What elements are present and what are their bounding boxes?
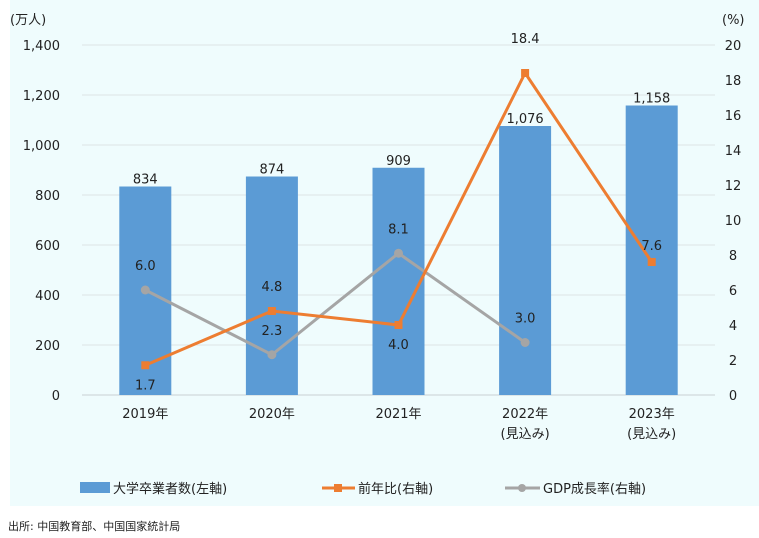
legend-marker-gdp [518,484,526,492]
right-tick-label: 2 [729,354,737,369]
bar [499,126,552,395]
bar-data-label: 909 [386,154,411,169]
legend-swatch-graduates [80,482,110,493]
right-tick-label: 14 [725,144,742,159]
left-tick-label: 1,200 [23,89,60,104]
yoy-data-label: 4.0 [388,338,409,353]
yoy-data-label: 1.7 [135,378,156,393]
gdp-data-label: 6.0 [135,259,156,274]
legend-marker-yoy [334,484,342,492]
yoy-growth-marker [394,321,403,329]
gdp-growth-marker [140,285,150,295]
right-axis-unit: (%) [722,13,745,28]
right-tick-label: 16 [725,109,742,124]
category-label: 2020年 [249,407,295,422]
category-label: 2023年 [629,407,675,422]
category-label: (見込み) [627,427,676,442]
category-label: 2021年 [375,407,421,422]
left-tick-label: 1,000 [23,139,60,154]
bar-data-label: 1,076 [506,112,543,127]
legend-label: 前年比(右軸) [358,481,433,497]
yoy-data-label: 18.4 [511,32,540,47]
bar [625,105,678,395]
left-tick-label: 600 [35,239,60,254]
yoy-data-label: 7.6 [641,239,662,254]
right-tick-label: 8 [729,249,737,264]
yoy-growth-marker [521,69,530,77]
right-tick-label: 10 [725,214,742,229]
bar-data-label: 1,158 [633,92,670,107]
left-tick-label: 200 [35,339,60,354]
right-tick-label: 18 [725,74,742,89]
gdp-data-label: 3.0 [515,312,536,327]
left-tick-label: 800 [35,189,60,204]
legend-label: 大学卒業者数(左軸) [113,481,227,497]
category-label: 2019年 [122,407,168,422]
gdp-data-label: 8.1 [388,222,409,237]
gdp-growth-marker [267,350,277,360]
yoy-growth-marker [647,258,656,266]
right-tick-label: 4 [729,319,737,334]
legend-label: GDP成長率(右軸) [543,481,646,497]
bar-data-label: 834 [133,173,158,188]
gdp-growth-line [144,251,526,357]
left-tick-label: 0 [52,389,60,404]
left-tick-label: 1,400 [23,39,60,54]
left-tick-label: 400 [35,289,60,304]
left-axis-unit: (万人) [10,13,46,28]
source-note: 出所: 中国教育部、中国国家統計局 [8,520,181,533]
category-label: (見込み) [501,427,550,442]
yoy-growth-marker [267,307,276,315]
right-tick-label: 12 [725,179,742,194]
gdp-data-label: 2.3 [262,324,283,339]
gdp-growth-marker [394,248,403,258]
gdp-growth-marker [520,338,530,347]
right-tick-label: 6 [729,284,737,299]
right-tick-label: 0 [729,389,737,404]
yoy-growth-marker [141,361,150,370]
bar-data-label: 874 [259,163,284,178]
yoy-data-label: 4.8 [262,280,283,295]
category-label: 2022年 [502,407,548,422]
right-tick-label: 20 [725,39,742,54]
bar [372,167,425,395]
